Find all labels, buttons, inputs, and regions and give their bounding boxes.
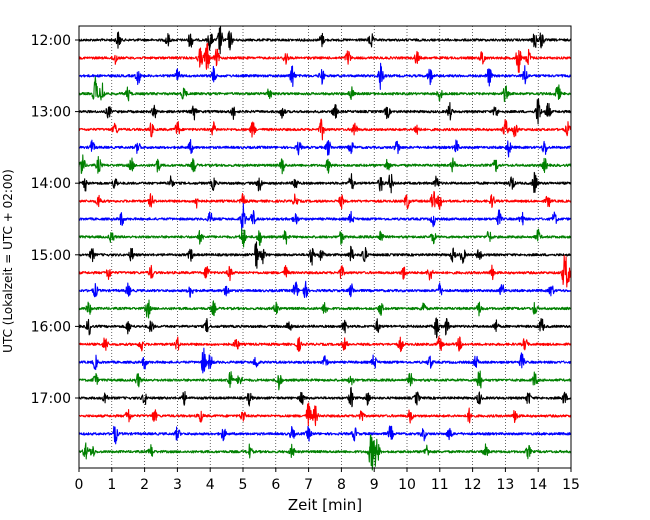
seismic-trace [78, 241, 572, 269]
x-axis: 0 1 2 3 4 5 6 7 8 9 10 11 12 13 14 15 [75, 468, 580, 493]
seismic-trace [78, 280, 572, 299]
x-tick-label: 0 [75, 477, 84, 493]
seismic-trace [78, 202, 572, 232]
x-tick-label: 7 [304, 477, 313, 493]
seismic-trace [78, 335, 572, 353]
x-tick-label: 9 [370, 477, 379, 493]
seismic-trace [78, 402, 572, 427]
seismic-trace [78, 299, 572, 319]
seismic-trace [78, 154, 572, 175]
x-tick-label: 2 [140, 477, 149, 493]
seismic-trace [78, 386, 572, 408]
seismic-trace [78, 255, 572, 288]
y-tick-label: 12:00 [31, 33, 71, 49]
seismic-trace [78, 190, 572, 210]
seismic-traces [78, 25, 572, 471]
seismic-trace [78, 370, 572, 391]
seismic-trace [78, 434, 572, 471]
x-tick-label: 1 [107, 477, 116, 493]
seismic-trace [78, 25, 572, 55]
y-axis-label: UTC (Lokalzeit = UTC + 02:00) [1, 169, 15, 353]
x-axis-label: Zeit [min] [288, 496, 362, 514]
x-tick-label: 13 [496, 477, 514, 493]
seismic-trace [78, 118, 572, 141]
seismic-trace [78, 425, 572, 445]
seismic-trace [78, 139, 572, 158]
plot-frame [78, 25, 572, 469]
x-tick-label: 4 [206, 477, 215, 493]
y-tick-label: 13:00 [31, 105, 71, 121]
seismic-trace [78, 42, 572, 73]
y-tick-label: 16:00 [31, 319, 71, 335]
x-tick-label: 15 [562, 477, 580, 493]
seismic-trace [78, 76, 572, 103]
x-tick-label: 5 [239, 477, 248, 493]
y-tick-label: 15:00 [31, 248, 71, 264]
seismic-trace [78, 317, 572, 339]
seismic-trace [78, 228, 572, 248]
seismic-trace [78, 171, 572, 194]
y-tick-label: 17:00 [31, 391, 71, 407]
seismic-trace [78, 62, 572, 90]
x-tick-label: 8 [337, 477, 346, 493]
seismic-trace [78, 347, 572, 374]
y-axis: 12:00 13:00 14:00 15:00 16:00 17:00 [31, 33, 79, 407]
x-tick-label: 10 [398, 477, 416, 493]
x-tick-label: 3 [173, 477, 182, 493]
x-tick-label: 11 [431, 477, 449, 493]
x-tick-label: 14 [529, 477, 547, 493]
seismic-trace [78, 98, 572, 125]
x-tick-label: 12 [464, 477, 482, 493]
x-tick-label: 6 [271, 477, 280, 493]
y-tick-label: 14:00 [31, 176, 71, 192]
